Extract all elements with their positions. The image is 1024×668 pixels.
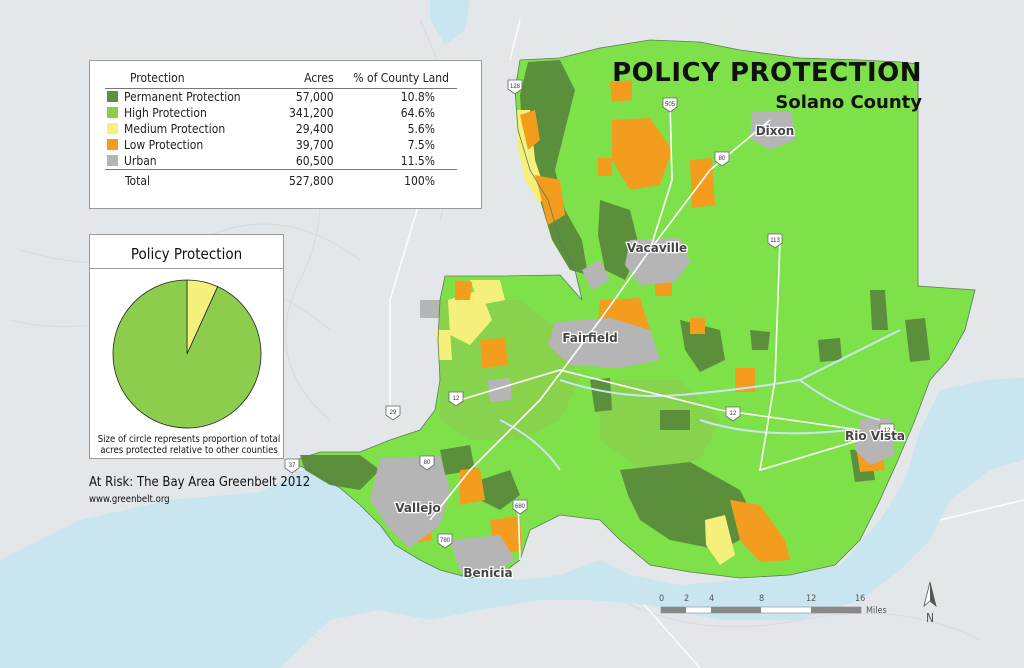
pie-chart-panel: Policy Protection Size of circle represe… — [89, 234, 284, 459]
pie-title: Policy Protection — [130, 245, 243, 263]
city-labels: Dixon Vacaville Fairfield Rio Vista Vall… — [394, 123, 906, 582]
highways — [429, 99, 861, 561]
scale-tick: 2 — [684, 594, 690, 604]
rivers — [499, 329, 901, 471]
legend-label: Medium Protection — [124, 122, 226, 136]
legend-swatch — [107, 123, 118, 134]
credit-title: At Risk: The Bay Area Greenbelt 2012 — [89, 475, 311, 490]
highway-shields: 128 505 80 113 12 12 29 37 80 780 680 12 — [284, 79, 895, 549]
legend-header-protection: Protection — [105, 70, 282, 89]
map-subtitle: Solano County — [775, 92, 922, 113]
legend-header-acres: Acres — [282, 70, 342, 89]
shield-label: 80 — [719, 156, 726, 162]
legend-label: Low Protection — [124, 138, 204, 152]
shield-label: 37 — [289, 463, 296, 469]
legend-row: High Protection 341,200 64.6% — [105, 105, 457, 121]
pie-divider — [90, 268, 283, 269]
legend-total-acres: 527,800 — [282, 169, 342, 189]
legend-acres: 341,200 — [288, 106, 334, 120]
legend-row: Permanent Protection 57,000 10.8% — [105, 89, 457, 106]
shield-label: 128 — [510, 84, 521, 90]
legend-header-pct: % of County Land — [341, 70, 457, 89]
legend-label: Urban — [124, 154, 157, 168]
legend-swatch — [107, 155, 118, 166]
legend-total-pct: 100% — [341, 169, 457, 189]
pie-chart — [112, 279, 262, 429]
scale-tick: 0 — [659, 594, 665, 604]
shield-label: 12 — [884, 428, 891, 434]
city-label-benicia: Benicia — [463, 566, 512, 580]
scale-tick: 16 — [855, 594, 866, 604]
pie-slice — [112, 279, 262, 429]
legend-row: Urban 60,500 11.5% — [105, 153, 457, 170]
legend-swatch — [107, 107, 118, 118]
county-outline — [288, 39, 976, 579]
legend-row: Low Protection 39,700 7.5% — [105, 137, 457, 153]
urban-areas — [370, 112, 895, 575]
map-title: POLICY PROTECTION — [612, 58, 922, 88]
legend-pct: 64.6% — [400, 106, 435, 120]
shield-label: 12 — [730, 411, 737, 417]
legend-pct: 7.5% — [407, 138, 435, 152]
north-label: N — [926, 611, 935, 625]
city-label-vallejo: Vallejo — [395, 501, 440, 515]
scale-tick: 4 — [709, 594, 715, 604]
north-arrow-icon — [923, 581, 937, 608]
legend-label: High Protection — [124, 106, 207, 120]
shield-label: 29 — [390, 410, 397, 416]
legend-swatch — [107, 91, 118, 102]
legend-pct: 11.5% — [400, 154, 435, 168]
scale-tick: 8 — [759, 594, 765, 604]
legend-table: Protection Acres % of County Land Perman… — [89, 60, 482, 209]
scale-unit: Miles — [866, 606, 887, 616]
legend-acres: 57,000 — [295, 90, 334, 104]
pie-note: Size of circle represents proportion of … — [97, 434, 281, 456]
legend-total-row: Total 527,800 100% — [105, 169, 457, 189]
legend-label: Permanent Protection — [124, 90, 241, 104]
city-label-dixon: Dixon — [756, 124, 795, 138]
scale-tick: 12 — [806, 594, 817, 604]
legend-total-label: Total — [105, 169, 282, 189]
shield-label: 505 — [665, 102, 676, 108]
scale-bar — [660, 606, 862, 614]
city-label-vacaville: Vacaville — [627, 241, 687, 255]
legend-pct: 5.6% — [407, 122, 435, 136]
legend-swatch — [107, 139, 118, 150]
legend-acres: 29,400 — [295, 122, 334, 136]
shield-label: 113 — [770, 238, 780, 244]
legend-row: Medium Protection 29,400 5.6% — [105, 121, 457, 137]
shield-label: 780 — [440, 538, 451, 544]
legend-acres: 60,500 — [295, 154, 334, 168]
legend-acres: 39,700 — [295, 138, 334, 152]
shield-label: 680 — [515, 504, 526, 510]
city-label-rio-vista: Rio Vista — [845, 429, 905, 443]
shield-label: 80 — [424, 460, 431, 466]
legend-pct: 10.8% — [400, 90, 435, 104]
city-label-fairfield: Fairfield — [562, 331, 617, 345]
credit-url: www.greenbelt.org — [89, 494, 170, 505]
shield-label: 12 — [453, 396, 460, 402]
